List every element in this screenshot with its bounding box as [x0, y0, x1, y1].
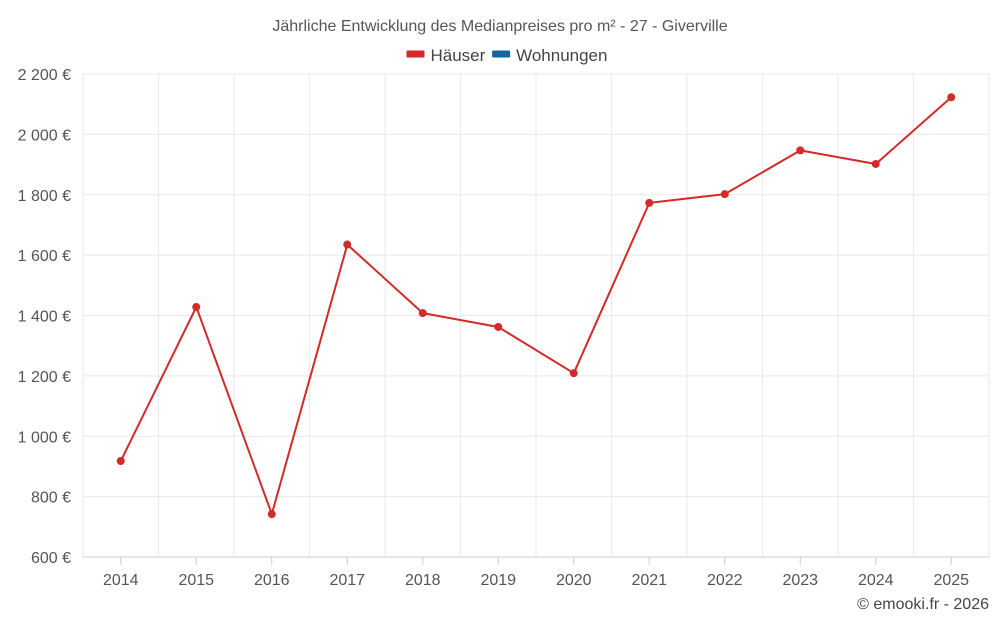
x-tick-label: 2023: [782, 572, 818, 589]
y-tick-label: 1 200 €: [18, 369, 71, 386]
y-tick-label: 600 €: [31, 550, 71, 567]
axes: 600 € 800 € 1 000 € 1 200 € 1 400 € 1 600 € 1 …: [18, 67, 989, 589]
x-tick-label: 2019: [480, 572, 516, 589]
data-point[interactable]: [796, 146, 805, 155]
y-tick-label: 2 200 €: [18, 67, 71, 84]
y-tick-label: 1 800 €: [18, 188, 71, 205]
chart-title: Jährliche Entwicklung des Medianpreises …: [272, 18, 727, 35]
x-tick-label: 2016: [254, 572, 290, 589]
series-line-0: [119, 96, 952, 516]
legend-label[interactable]: Wohnungen: [516, 46, 607, 65]
data-point[interactable]: [343, 240, 352, 249]
data-point[interactable]: [192, 303, 201, 312]
data-point[interactable]: [871, 159, 880, 168]
data-point[interactable]: [720, 190, 729, 199]
series-layer: [116, 93, 956, 519]
data-point[interactable]: [494, 322, 503, 331]
x-tick-label: 2024: [858, 572, 894, 589]
x-tick-label: 2017: [329, 572, 365, 589]
y-tick-label: 1 400 €: [18, 309, 71, 326]
data-point[interactable]: [116, 457, 125, 466]
data-point[interactable]: [569, 369, 578, 378]
legend: Häuser Wohnungen: [406, 46, 607, 65]
y-tick-label: 1 600 €: [18, 248, 71, 265]
data-point[interactable]: [645, 198, 654, 207]
y-tick-label: 2 000 €: [18, 127, 71, 144]
data-point[interactable]: [947, 93, 956, 102]
x-tick-label: 2015: [178, 572, 214, 589]
data-point[interactable]: [418, 309, 427, 318]
y-tick-label: 1 000 €: [18, 429, 71, 446]
x-tick-label: 2014: [103, 572, 139, 589]
credit-text: © emooki.fr - 2026: [857, 596, 989, 613]
x-tick-label: 2021: [631, 572, 667, 589]
legend-swatch[interactable]: [492, 50, 511, 58]
data-point[interactable]: [267, 510, 276, 519]
x-tick-label: 2025: [933, 572, 969, 589]
x-tick-label: 2022: [707, 572, 743, 589]
x-tick-label: 2018: [405, 572, 441, 589]
y-tick-label: 800 €: [31, 490, 71, 507]
legend-swatch[interactable]: [406, 50, 425, 58]
legend-label[interactable]: Häuser: [431, 46, 486, 65]
x-tick-label: 2020: [556, 572, 592, 589]
grid: [82, 73, 990, 557]
